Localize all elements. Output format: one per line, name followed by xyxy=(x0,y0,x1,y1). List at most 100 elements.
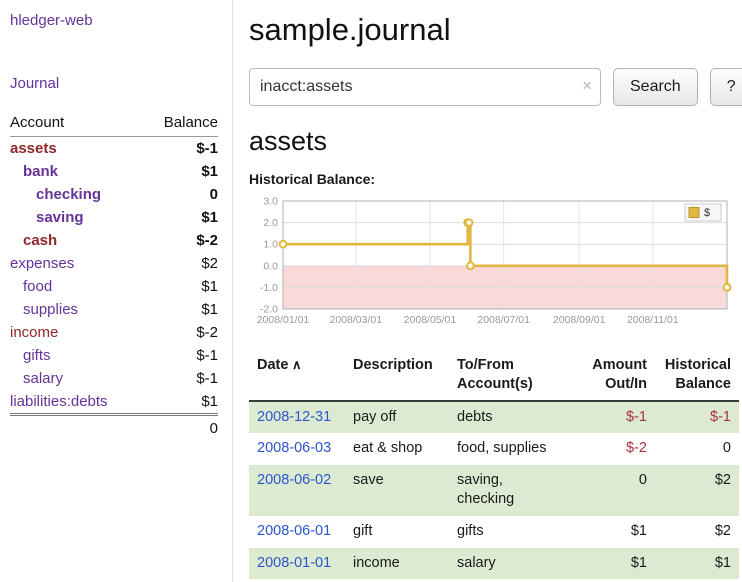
transaction-accounts: debts xyxy=(457,408,493,425)
account-row: bank $1 xyxy=(10,160,218,183)
y-tick-label: -1.0 xyxy=(260,282,278,294)
account-balance: $-2 xyxy=(196,324,218,341)
transaction-date-cell: 2008-01-01 xyxy=(249,548,345,580)
sidebar: hledger-web Journal Account Balance asse… xyxy=(0,0,233,582)
register-row[interactable]: 2008-06-02 save saving, checking 0 $2 xyxy=(249,464,739,516)
transaction-date-link[interactable]: 2008-06-02 xyxy=(257,471,332,488)
account-balance: $-1 xyxy=(196,347,218,364)
register-row[interactable]: 2008-06-01 gift gifts $1 $2 xyxy=(249,516,739,548)
help-button[interactable]: ? xyxy=(709,68,742,106)
journal-link[interactable]: Journal xyxy=(10,75,60,92)
register-header-date[interactable]: Date ∧ xyxy=(249,352,345,402)
accounts-total-balance: 0 xyxy=(143,413,218,440)
y-tick-label: 1.0 xyxy=(263,239,278,251)
account-balance: $1 xyxy=(201,163,218,180)
transaction-accounts: salary xyxy=(457,554,496,571)
register-header-historical: Historical Balance xyxy=(655,352,739,402)
transaction-date-cell: 2008-06-01 xyxy=(249,516,345,548)
sort-ascending-icon[interactable]: ∧ xyxy=(288,357,302,372)
transaction-date-link[interactable]: 2008-12-31 xyxy=(257,408,332,425)
app-title: hledger-web xyxy=(10,12,218,29)
account-link-liabilities-debts[interactable]: liabilities:debts xyxy=(10,393,108,410)
app-title-link[interactable]: hledger-web xyxy=(10,12,93,29)
account-row: income $-2 xyxy=(10,321,218,344)
account-row: supplies $1 xyxy=(10,298,218,321)
transaction-date-cell: 2008-12-31 xyxy=(249,401,345,434)
transaction-historical-balance: $2 xyxy=(714,522,731,539)
account-row: salary $-1 xyxy=(10,367,218,390)
transaction-amount: $1 xyxy=(630,522,647,539)
account-row: assets $-1 xyxy=(10,137,218,161)
account-row: cash $-2 xyxy=(10,229,218,252)
data-point-marker[interactable] xyxy=(464,218,474,228)
account-link-gifts[interactable]: gifts xyxy=(23,347,51,364)
page-title: sample.journal xyxy=(249,12,451,47)
account-link-saving[interactable]: saving xyxy=(36,209,84,226)
y-tick-label: -2.0 xyxy=(260,304,278,316)
account-link-assets[interactable]: assets xyxy=(10,140,57,157)
transaction-historical-balance: $2 xyxy=(714,471,731,488)
account-link-food[interactable]: food xyxy=(23,278,53,295)
account-balance: $-1 xyxy=(196,140,218,157)
x-tick-label: 2008/03/01 xyxy=(330,314,383,326)
transaction-historical-balance: $-1 xyxy=(710,408,731,425)
register-row[interactable]: 2008-01-01 income salary $1 $1 xyxy=(249,547,739,580)
accounts-header-balance: Balance xyxy=(143,112,218,137)
y-tick-label: 3.0 xyxy=(263,196,278,208)
transaction-historical-balance: 0 xyxy=(722,440,731,457)
accounts-header-account: Account xyxy=(10,112,144,137)
register-row[interactable]: 2008-06-03 eat & shop food, supplies $-2 0 xyxy=(249,433,739,465)
account-row: saving $1 xyxy=(10,206,218,229)
transaction-date-link[interactable]: 2008-06-03 xyxy=(257,440,332,457)
account-link-bank[interactable]: bank xyxy=(23,163,59,180)
account-section-title: assets xyxy=(249,126,328,156)
transaction-accounts: gifts xyxy=(457,522,484,539)
register-table: Date ∧ Description To/From Account(s) Amount… xyxy=(249,352,739,580)
account-link-income[interactable]: income xyxy=(10,324,59,341)
register-row[interactable]: 2008-12-31 pay off debts $-1 $-1 xyxy=(249,400,739,434)
transaction-date-cell: 2008-06-02 xyxy=(249,465,345,516)
transaction-description: eat & shop xyxy=(353,440,423,457)
account-link-supplies[interactable]: supplies xyxy=(23,301,79,318)
account-link-cash[interactable]: cash xyxy=(23,232,58,249)
register-header-description: Description xyxy=(345,352,449,402)
transaction-amount: $1 xyxy=(630,554,647,571)
account-balance: $-2 xyxy=(196,232,218,249)
data-point-marker[interactable] xyxy=(278,239,288,249)
account-link-salary[interactable]: salary xyxy=(23,370,64,387)
search-field-wrap: × xyxy=(249,68,601,106)
historical-balance-chart: 3.0 2.0 1.0 0.0 -1.0 -2.0 2008/01/01 2008/03/01… xyxy=(249,193,742,340)
data-point-marker[interactable] xyxy=(722,283,732,292)
transaction-amount: $-1 xyxy=(626,408,647,425)
account-row: gifts $-1 xyxy=(10,344,218,367)
clear-search-icon[interactable]: × xyxy=(582,76,592,95)
account-balance: 0 xyxy=(209,186,218,203)
transaction-amount: 0 xyxy=(638,471,647,488)
account-balance: $1 xyxy=(201,393,218,410)
accounts-header-row: Account Balance xyxy=(10,112,218,137)
chart-heading: Historical Balance: xyxy=(249,171,376,187)
account-balance: $1 xyxy=(201,301,218,318)
account-row: liabilities:debts $1 xyxy=(10,390,218,415)
search-input[interactable] xyxy=(249,68,601,106)
transaction-date-link[interactable]: 2008-01-01 xyxy=(257,554,332,571)
accounts-total-row: 0 xyxy=(10,413,218,440)
transaction-accounts: saving, checking xyxy=(457,471,515,508)
account-balance: $2 xyxy=(201,255,218,272)
transaction-date-link[interactable]: 2008-06-01 xyxy=(257,522,332,539)
register-header-amount: Amount Out/In xyxy=(575,352,655,402)
account-balance: $1 xyxy=(201,278,218,295)
data-point-marker[interactable] xyxy=(465,261,475,271)
transaction-description: gift xyxy=(353,522,373,539)
account-row: food $1 xyxy=(10,275,218,298)
account-link-checking[interactable]: checking xyxy=(36,186,102,203)
account-balance: $1 xyxy=(201,209,218,226)
search-button[interactable]: Search xyxy=(613,68,698,106)
search-bar: × Search ? xyxy=(249,68,742,106)
accounts-table: Account Balance assets $-1 bank $1 checking 0… xyxy=(10,112,218,440)
account-link-expenses[interactable]: expenses xyxy=(10,255,75,272)
account-row: checking 0 xyxy=(10,183,218,206)
transaction-amount: $-2 xyxy=(626,440,647,457)
